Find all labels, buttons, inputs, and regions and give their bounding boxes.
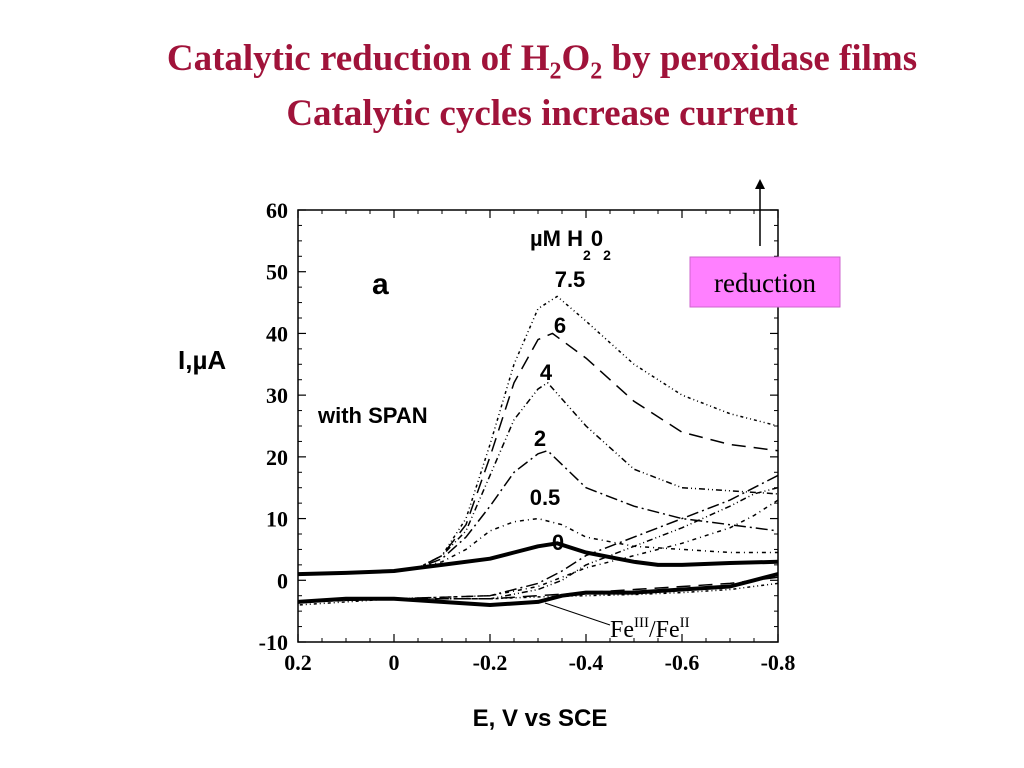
y-tick-label: -10 [259,630,288,655]
y-tick-label: 60 [266,198,288,223]
title-text-1: Catalytic reduction of H [166,38,550,79]
series-0-reverse-line [297,572,779,607]
series-label: 0 [552,530,564,555]
y-tick-label: 40 [266,321,288,346]
legend-title: µM H202 [530,226,611,263]
series-label: 4 [540,360,553,385]
title-text-2: O [561,38,591,79]
y-tick-label: 50 [266,260,288,285]
slide-title-line-2: Catalytic cycles increase current [286,93,798,134]
panel-label: a [372,268,389,301]
legend-title-sub1: 2 [583,247,591,263]
slide-title-line-1: Catalytic reduction of H2O2 by peroxidas… [30,38,1024,92]
y-tick-label: 10 [266,507,288,532]
x-tick-label: -0.6 [665,650,700,675]
x-axis-label: E, V vs SCE [473,705,608,732]
y-axis-label: I,µA [178,345,226,375]
redox-sup-1: III [634,615,649,631]
legend-title-sub2: 2 [603,247,611,263]
series-0-forward-line [297,541,779,577]
series-6-forward-line [297,332,779,575]
redox-leader-line [544,602,611,626]
series-label: 6 [554,313,566,338]
title-subscript-1: 2 [549,58,562,85]
redox-sup-2: II [680,615,690,631]
y-tick-label: 20 [266,445,288,470]
series-label: 0.5 [530,485,561,510]
series-2-forward-line [297,449,779,575]
x-tick-label: -0.4 [569,650,604,675]
y-tick-label: 30 [266,383,288,408]
redox-couple-label: FeIII/FeII [610,615,690,643]
x-tick-label: -0.8 [761,650,796,675]
x-tick-label: 0 [389,650,400,675]
series-label: 2 [534,426,546,451]
series-2-reverse-line [297,474,779,603]
legend-title-mid: 0 [591,226,603,251]
reduction-box [689,256,841,308]
reduction-label: reduction [714,268,816,298]
x-tick-label: -0.2 [473,650,508,675]
condition-label: with SPAN [317,403,428,428]
series-label: 7.5 [555,267,586,292]
chart-labels: 0.2 0 -0.2 -0.4 -0.6 -0.86050403020100-107.56… [178,179,841,732]
chart-curves [297,295,779,607]
redox-fe-2: /Fe [649,617,680,643]
title-text-3: by peroxidase films [602,38,918,79]
redox-fe-1: Fe [610,617,634,643]
reduction-arrow-head-icon [755,179,765,189]
legend-title-text: µM H [530,226,583,251]
y-tick-label: 0 [277,568,288,593]
title-subscript-2: 2 [590,58,603,85]
series-4-reverse-line [297,486,779,603]
x-tick-label: 0.2 [284,650,312,675]
